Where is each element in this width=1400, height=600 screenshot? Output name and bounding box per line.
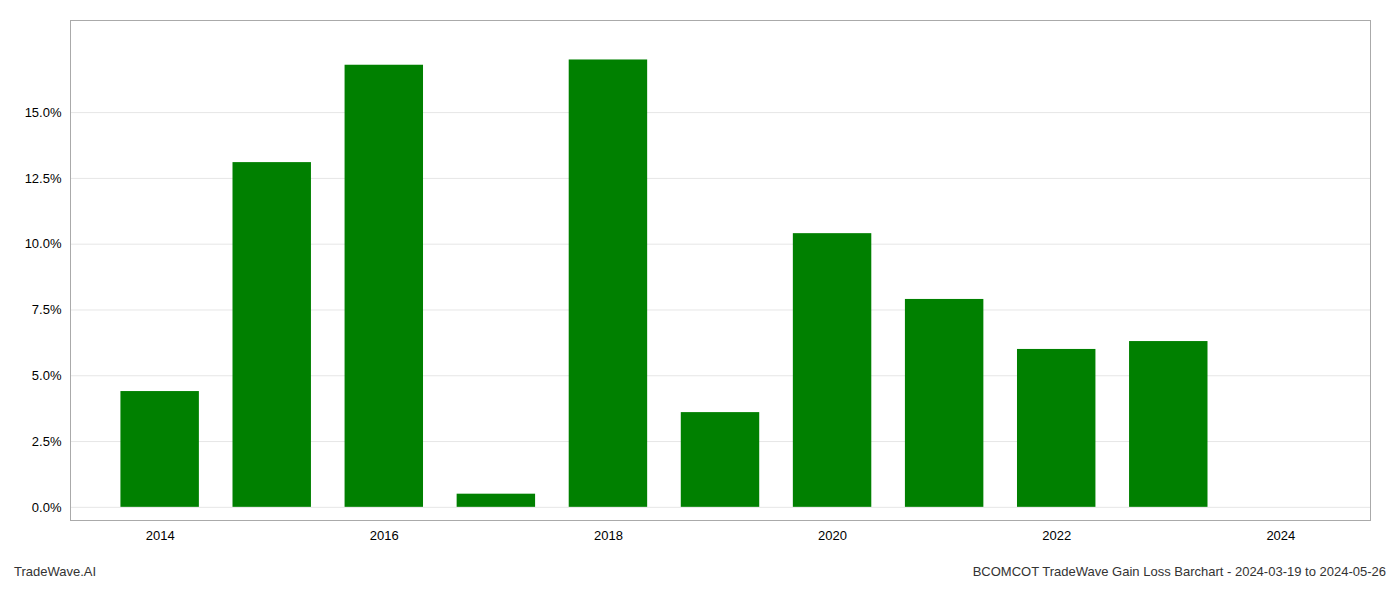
svg-text:2.5%: 2.5%	[32, 434, 62, 449]
svg-text:10.0%: 10.0%	[25, 236, 62, 251]
svg-text:2022: 2022	[1042, 528, 1071, 543]
svg-text:2016: 2016	[370, 528, 399, 543]
svg-text:2018: 2018	[594, 528, 623, 543]
svg-text:12.5%: 12.5%	[25, 171, 62, 186]
svg-text:15.0%: 15.0%	[25, 105, 62, 120]
svg-text:5.0%: 5.0%	[32, 368, 62, 383]
svg-text:2014: 2014	[146, 528, 175, 543]
svg-text:0.0%: 0.0%	[32, 500, 62, 515]
html-text:TradeWave.AI: TradeWave.AI	[14, 564, 97, 579]
svg-text:2020: 2020	[818, 528, 847, 543]
svg-text:2024: 2024	[1266, 528, 1295, 543]
svg-text:7.5%: 7.5%	[32, 302, 62, 317]
html-text:BCOMCOT TradeWave Gain Loss Ba: BCOMCOT TradeWave Gain Loss Barchart - 2…	[972, 564, 1386, 579]
